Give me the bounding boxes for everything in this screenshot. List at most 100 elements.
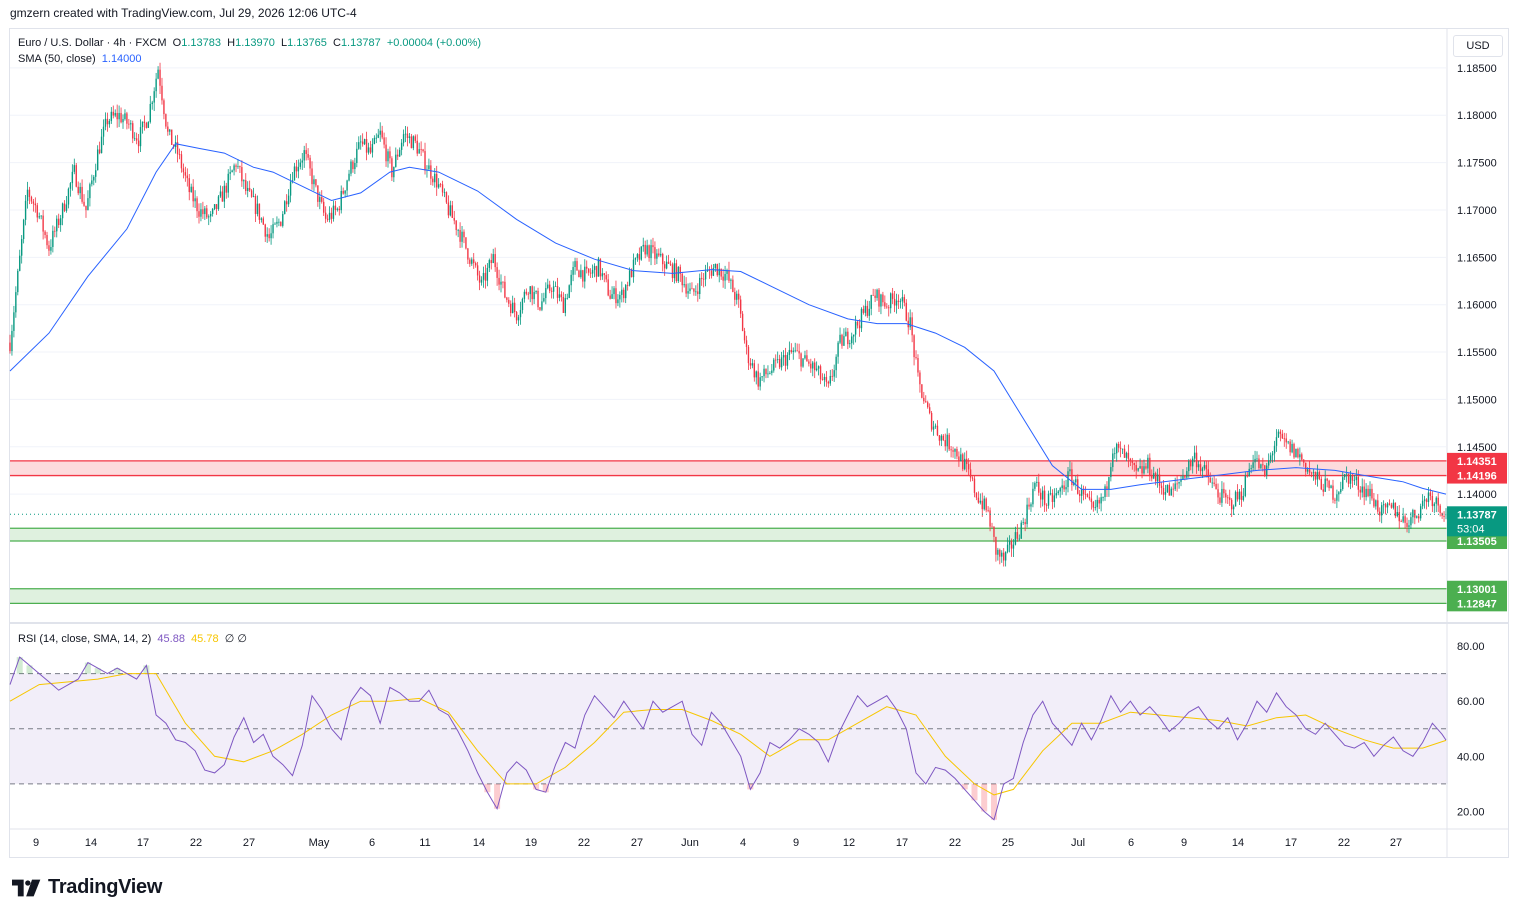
candle-body: [515, 311, 518, 321]
currency-button[interactable]: USD: [1453, 35, 1503, 57]
sma-row[interactable]: SMA (50, close) 1.14000: [18, 51, 481, 67]
candle-body: [1018, 538, 1020, 540]
candle-body: [814, 362, 816, 371]
rsi-legend[interactable]: RSI (14, close, SMA, 14, 2) 45.88 45.78 …: [18, 632, 247, 645]
candle-body: [1080, 488, 1083, 496]
candle-body: [650, 245, 652, 259]
candle-body: [771, 370, 773, 373]
candle-body: [369, 147, 372, 153]
candle-body: [1174, 483, 1176, 490]
candle-body: [1425, 499, 1428, 503]
time-tick-label: 27: [631, 837, 643, 849]
chart-credit: gmzern created with TradingView.com, Jul…: [10, 6, 357, 20]
candle-body: [67, 188, 70, 205]
candle-body: [373, 137, 376, 145]
candle-body: [157, 69, 159, 79]
candle-body: [597, 258, 600, 277]
candle-body: [398, 149, 401, 157]
candle-body: [334, 205, 337, 210]
candle-body: [50, 246, 52, 251]
candle-body: [541, 301, 543, 310]
symbol-legend[interactable]: Euro / U.S. Dollar · 4h · FXCM O1.13783 …: [18, 35, 481, 67]
candle-body: [135, 138, 138, 141]
candle-body: [858, 325, 861, 329]
candle-body: [1275, 437, 1278, 446]
candle-body: [1379, 511, 1381, 516]
candle-body: [1116, 443, 1118, 454]
candle-body: [634, 257, 637, 260]
candle-body: [1320, 478, 1322, 490]
rsi-title: RSI (14, close, SMA, 14, 2): [18, 633, 152, 645]
candle-body: [535, 290, 537, 293]
candle-body: [862, 308, 865, 313]
candle-body: [484, 272, 487, 281]
candle-body: [1260, 464, 1262, 469]
time-tick-label: 17: [1285, 837, 1297, 849]
candle-body: [252, 196, 255, 197]
candle-body: [297, 166, 300, 172]
candle-body: [1353, 479, 1356, 481]
candle-body: [757, 371, 759, 387]
candle-body: [1297, 448, 1299, 458]
candle-body: [303, 150, 305, 161]
time-tick-label: Jul: [1071, 837, 1085, 849]
candle-body: [586, 266, 588, 269]
candle-body: [827, 381, 830, 384]
candle-body: [26, 189, 29, 201]
candle-body: [802, 358, 804, 367]
candle-body: [330, 212, 333, 219]
candle-body: [642, 244, 644, 247]
candle-body: [695, 291, 697, 293]
price-tick-label: 1.16500: [1457, 252, 1497, 264]
candle-body: [679, 266, 681, 274]
candle-body: [1365, 488, 1367, 498]
candle-body: [476, 265, 479, 276]
candle-body: [511, 302, 514, 314]
candle-body: [708, 269, 711, 271]
candle-body: [404, 133, 407, 135]
tradingview-logo[interactable]: TradingView: [12, 876, 162, 899]
time-tick-label: 6: [369, 837, 375, 849]
candle-body: [98, 149, 101, 154]
candle-body: [34, 203, 37, 206]
candle-body: [1151, 475, 1153, 479]
candle-body: [987, 510, 989, 512]
candle-body: [517, 317, 520, 321]
candle-body: [531, 286, 533, 300]
candle-body: [905, 302, 907, 321]
candle-body: [979, 500, 982, 503]
candle-body: [65, 204, 68, 211]
candle-body: [1065, 487, 1067, 490]
candle-body: [1377, 500, 1379, 512]
candle-body: [648, 245, 650, 259]
candle-body: [1045, 504, 1048, 506]
candle-body: [1381, 505, 1383, 516]
candle-body: [549, 284, 551, 291]
rsi-tick-label: 80.00: [1457, 641, 1485, 653]
candle-body: [574, 261, 576, 268]
candle-body: [1090, 498, 1093, 503]
candle-body: [75, 165, 77, 187]
candle-body: [344, 190, 346, 194]
candle-body: [578, 270, 580, 278]
candle-body: [24, 200, 27, 220]
candle-body: [254, 196, 257, 215]
candle-body: [550, 290, 553, 292]
candle-body: [147, 121, 150, 128]
candle-body: [671, 264, 674, 279]
candle-body: [1244, 475, 1247, 496]
candle-body: [338, 208, 340, 211]
candle-body: [835, 356, 837, 371]
candle-body: [1269, 455, 1272, 461]
candle-body: [1281, 433, 1284, 439]
time-tick-label: 17: [137, 837, 149, 849]
candle-body: [1338, 492, 1340, 495]
candle-body: [17, 270, 19, 293]
candle-body: [153, 91, 155, 103]
candle-body: [155, 78, 157, 92]
candle-body: [638, 254, 641, 260]
candle-body: [782, 355, 785, 358]
candle-body: [1437, 497, 1439, 506]
candle-body: [932, 426, 935, 430]
